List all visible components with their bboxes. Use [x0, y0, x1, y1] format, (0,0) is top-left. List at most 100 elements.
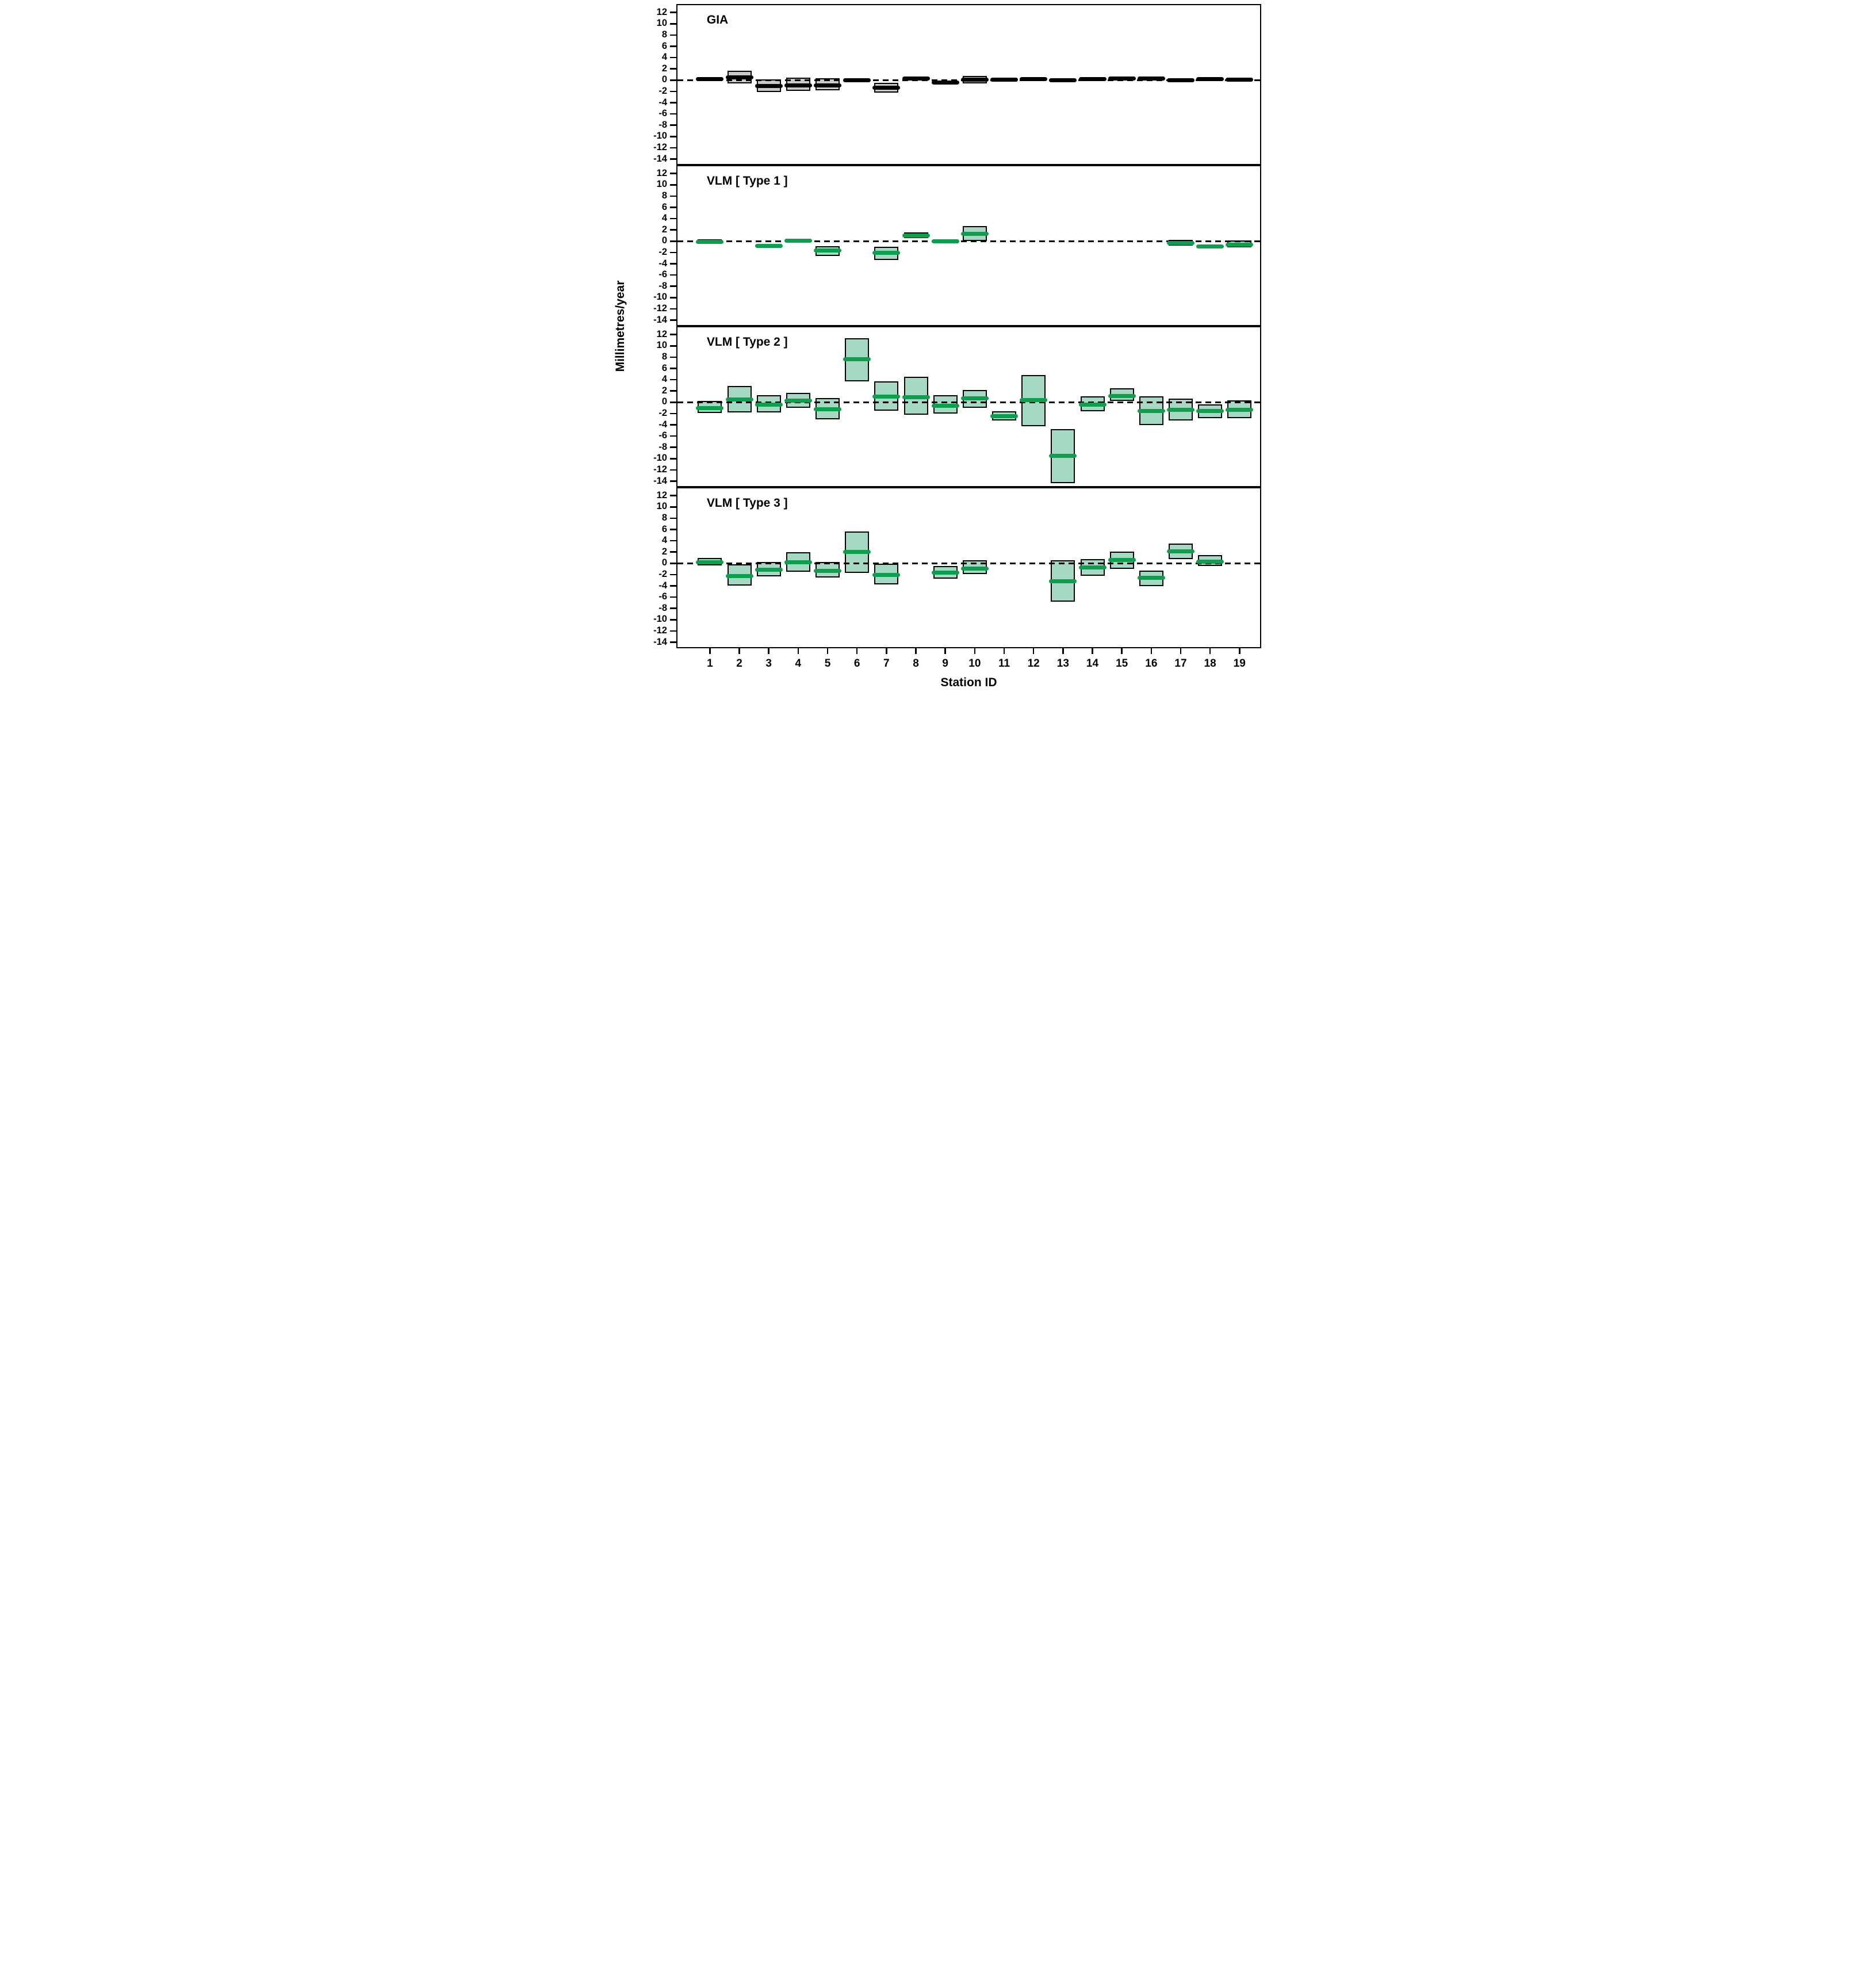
x-tick — [1209, 648, 1211, 654]
y-tick-label: -10 — [653, 131, 667, 142]
y-tick — [670, 551, 676, 553]
y-tick — [670, 274, 676, 276]
y-tick — [670, 334, 676, 335]
center-band — [784, 83, 812, 87]
x-tick-label: 12 — [1027, 657, 1040, 670]
y-tick-label: 6 — [661, 40, 667, 51]
x-axis-label: Station ID — [940, 676, 997, 689]
y-tick-label: 6 — [661, 523, 667, 534]
zero-line — [677, 562, 1260, 564]
center-band — [1049, 454, 1077, 458]
x-tick-label: 9 — [942, 657, 948, 670]
center-band — [931, 571, 959, 575]
y-tick — [670, 585, 676, 587]
center-band — [1196, 559, 1224, 564]
y-tick-label: -10 — [653, 614, 667, 625]
center-band — [696, 77, 724, 81]
center-band — [814, 248, 842, 253]
x-tick-label: 15 — [1116, 657, 1128, 670]
y-tick-label: -6 — [658, 108, 667, 119]
y-tick-label: -12 — [653, 464, 667, 475]
x-tick — [1150, 648, 1153, 654]
center-band — [1196, 244, 1224, 249]
x-tick-label: 18 — [1204, 657, 1216, 670]
y-tick-label: -10 — [653, 453, 667, 464]
center-band — [1166, 78, 1194, 82]
y-tick — [670, 34, 676, 36]
center-band — [931, 81, 959, 85]
zero-line — [677, 240, 1260, 242]
y-tick-label: -6 — [658, 591, 667, 602]
panel-title-vlm-type-2: VLM [ Type 2 ] — [706, 335, 788, 349]
center-band — [1137, 76, 1165, 81]
x-tick-label: 6 — [853, 657, 860, 670]
center-band — [843, 78, 871, 82]
y-tick-label: -14 — [653, 636, 667, 647]
x-tick — [856, 648, 858, 654]
center-band — [960, 78, 989, 82]
y-tick-label: 4 — [661, 52, 667, 63]
center-band — [814, 407, 842, 412]
y-axis-label: Millimetres/year — [614, 280, 627, 372]
y-tick-label: -8 — [658, 280, 667, 291]
center-band — [1196, 77, 1224, 81]
y-tick-label: -8 — [658, 119, 667, 130]
center-band — [990, 78, 1018, 82]
y-tick-label: -4 — [658, 419, 667, 430]
y-tick — [670, 424, 676, 426]
x-tick — [886, 648, 887, 654]
y-tick — [670, 458, 676, 460]
y-tick — [670, 607, 676, 609]
y-tick-label: -2 — [658, 407, 667, 418]
y-tick — [670, 23, 676, 25]
x-tick-label: 1 — [707, 657, 713, 670]
y-tick-label: -14 — [653, 153, 667, 164]
y-tick-label: 12 — [656, 6, 667, 17]
y-tick-label: 10 — [656, 340, 667, 351]
y-tick-label: 12 — [656, 328, 667, 339]
y-tick — [670, 573, 676, 576]
y-tick-label: 8 — [661, 29, 667, 40]
y-tick — [670, 229, 676, 231]
y-tick-label: 2 — [661, 63, 667, 74]
center-band — [1078, 565, 1107, 570]
y-tick-label: -2 — [658, 568, 667, 579]
x-tick — [1032, 648, 1035, 654]
y-tick — [670, 308, 676, 310]
y-tick — [670, 113, 676, 115]
y-tick-label: 10 — [656, 18, 667, 29]
y-tick — [670, 136, 676, 137]
y-tick-label: -2 — [658, 85, 667, 96]
center-band — [960, 567, 989, 571]
y-tick-label: 2 — [661, 224, 667, 235]
center-band — [843, 357, 871, 362]
y-tick-label: 2 — [661, 385, 667, 396]
center-band — [725, 75, 753, 79]
y-tick-label: 4 — [661, 535, 667, 546]
center-band — [872, 395, 901, 399]
y-tick — [670, 45, 676, 47]
y-tick — [670, 390, 676, 392]
x-tick — [826, 648, 829, 654]
y-tick-label: -12 — [653, 142, 667, 152]
y-tick-label: 4 — [661, 374, 667, 385]
y-tick — [670, 435, 676, 437]
y-tick — [670, 412, 676, 415]
y-tick — [670, 147, 676, 149]
x-tick-label: 5 — [824, 657, 831, 670]
center-band — [696, 240, 724, 244]
y-tick-label: -12 — [653, 625, 667, 636]
y-tick — [670, 263, 676, 265]
y-tick — [670, 540, 676, 542]
y-tick — [670, 446, 676, 448]
y-tick — [670, 596, 676, 598]
center-band — [1108, 394, 1136, 399]
center-band — [1108, 557, 1136, 562]
center-band — [843, 550, 871, 555]
center-band — [960, 396, 989, 400]
center-band — [1078, 77, 1107, 81]
y-tick — [670, 158, 676, 160]
center-band — [1166, 240, 1194, 245]
center-band — [1196, 409, 1224, 414]
x-tick — [944, 648, 946, 654]
